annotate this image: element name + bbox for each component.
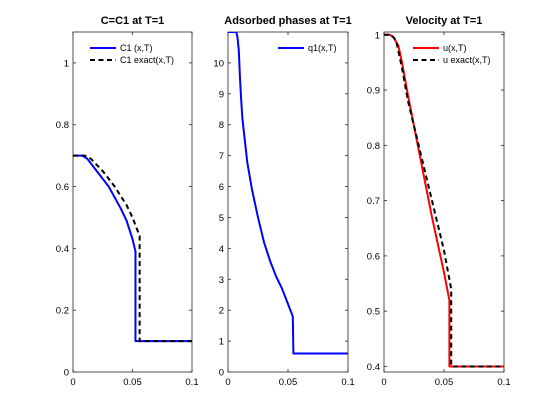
panel-1: C=C1 at T=1 0 0.05 0.1 0 0.2 0.4 0.6 0.8 1 C1 (x,T…	[56, 15, 199, 388]
legend-label: u exact(x,T)	[443, 55, 491, 65]
chart-title: C=C1 at T=1	[101, 15, 165, 27]
y-tick-label: 0.5	[367, 307, 380, 318]
plot-area	[383, 31, 505, 373]
y-tick-label: 1	[64, 58, 69, 69]
legend: u(x,T) u exact(x,T)	[407, 40, 502, 68]
y-tick-label: 2	[219, 306, 224, 317]
x-tick-label: 0.05	[435, 377, 454, 388]
x-tick-label: 0.1	[341, 377, 354, 388]
legend-label: C1 (x,T)	[120, 43, 153, 53]
legend: C1 (x,T) C1 exact(x,T)	[84, 40, 189, 68]
y-tick-label: 3	[219, 275, 224, 286]
series-line-c1-x-t	[73, 154, 192, 343]
series-line-c1-exact-x-t	[73, 154, 192, 343]
series-line-q1-x-t	[228, 32, 348, 355]
y-tick-label: 0.7	[367, 196, 380, 207]
plot-area	[72, 31, 193, 373]
x-tick-label: 0.1	[185, 377, 198, 388]
x-tick-label: 0	[70, 377, 75, 388]
y-tick-label: 0.6	[367, 251, 380, 262]
y-tick-label: 0	[219, 368, 224, 379]
y-tick-label: 9	[219, 89, 224, 100]
y-tick-label: 1	[219, 337, 224, 348]
chart-title: Adsorbed phases at T=1	[224, 15, 351, 27]
chart-title: Velocity at T=1	[406, 15, 483, 27]
y-tick-label: 10	[213, 58, 224, 69]
legend-label: u(x,T)	[443, 43, 467, 53]
y-tick-label: 0.2	[56, 306, 69, 317]
x-tick-label: 0.1	[497, 377, 510, 388]
y-tick-label: 6	[219, 182, 224, 193]
panel-2: Adsorbed phases at T=1 0 0.05 0.1 0 1 2 3 4 5 6 7 8 9…	[213, 15, 354, 388]
y-tick-label: 8	[219, 120, 224, 131]
legend-box	[272, 40, 346, 56]
y-tick-label: 0.4	[367, 362, 380, 373]
y-tick-label: 0	[64, 368, 69, 379]
y-tick-label: 7	[219, 151, 224, 162]
y-tick-label: 0.8	[367, 141, 380, 152]
x-tick-label: 0.05	[123, 377, 142, 388]
y-tick-label: 0.9	[367, 86, 380, 97]
legend-box	[407, 40, 502, 68]
legend-label: q1(x,T)	[308, 43, 337, 53]
y-tick-label: 0.8	[56, 120, 69, 131]
panel-3: Velocity at T=1 0 0.05 0.1 0.4 0.5 0.6 0.7 0.8 0.…	[367, 15, 511, 388]
y-tick-label: 0.4	[56, 244, 69, 255]
y-tick-label: 1	[375, 30, 380, 41]
legend: q1(x,T)	[272, 40, 346, 56]
legend-box	[84, 40, 189, 68]
y-tick-label: 0.6	[56, 182, 69, 193]
legend-label: C1 exact(x,T)	[120, 55, 174, 65]
y-tick-label: 4	[219, 244, 224, 255]
series-line-u-exact-x-t	[384, 33, 504, 368]
y-tick-label: 5	[219, 213, 224, 224]
x-tick-label: 0	[225, 377, 230, 388]
x-tick-label: 0.05	[279, 377, 298, 388]
x-tick-label: 0	[381, 377, 386, 388]
plot-area	[227, 31, 349, 373]
